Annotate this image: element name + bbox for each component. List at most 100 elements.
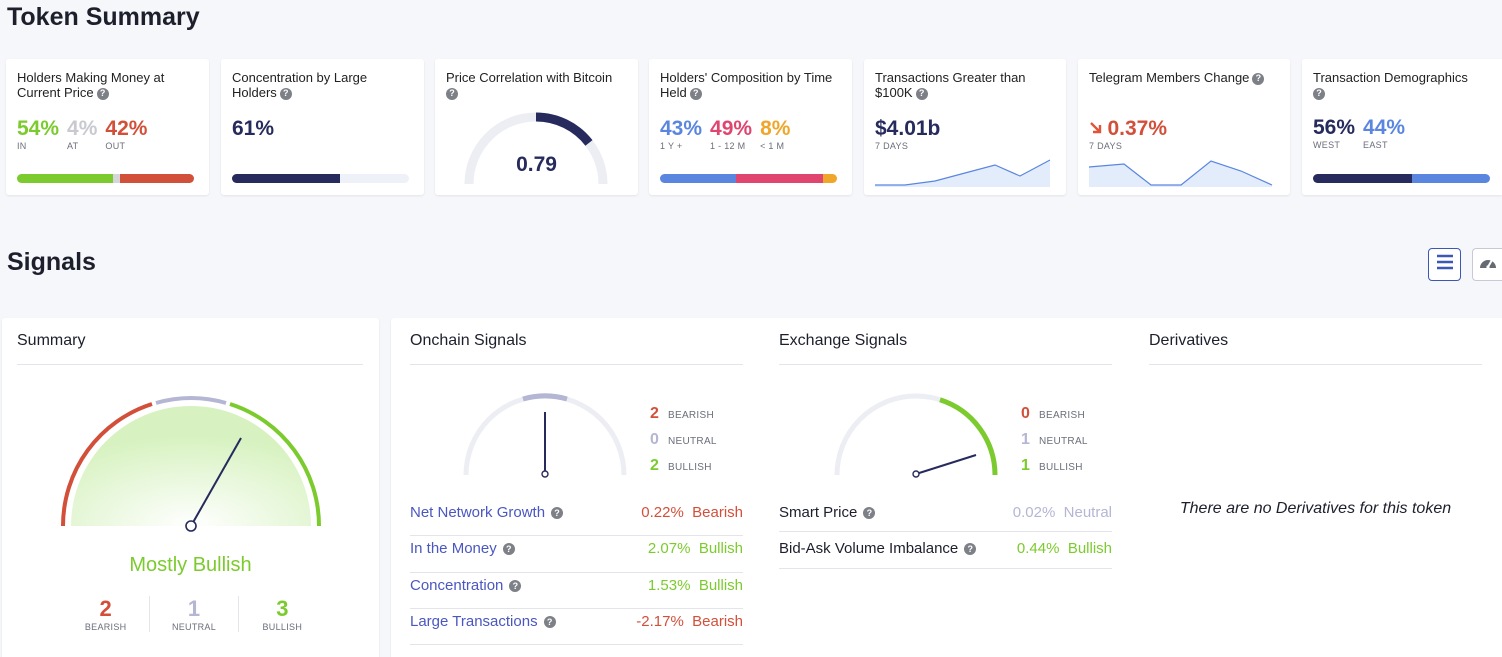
transactions-title: Transactions Greater than $100K xyxy=(875,70,1026,100)
telegram-title: Telegram Members Change xyxy=(1089,70,1250,85)
onchain-row: Concentration? 1.53% Bullish xyxy=(410,573,743,609)
question-icon[interactable]: ? xyxy=(96,87,109,100)
mid-term-label: 1 - 12 M xyxy=(710,141,746,151)
west-value: 56% xyxy=(1313,116,1356,139)
demographics-bar xyxy=(1313,174,1490,183)
exchange-gauge xyxy=(834,393,998,478)
summary-bearish-count: 2 xyxy=(99,596,112,621)
holders-money-card: Holders Making Money at Current Price? 5… xyxy=(6,59,209,195)
at-label: AT xyxy=(67,141,79,151)
holders-money-bar xyxy=(17,174,194,183)
transactions-sparkline xyxy=(875,159,1051,187)
question-icon[interactable]: ? xyxy=(502,543,515,556)
summary-panel: Summary Mostly Bullish 2 BEARISH 1 NEUTR… xyxy=(2,318,379,657)
correlation-card: Price Correlation with Bitcoin? 0.79 xyxy=(435,59,638,195)
onchain-neutral-count: 0 xyxy=(650,431,659,448)
east-value: 44% xyxy=(1363,116,1406,139)
in-the-money-signal: Bullish xyxy=(698,540,743,557)
bid-ask-signal: Bullish xyxy=(1067,540,1112,557)
bid-ask-label: Bid-Ask Volume Imbalance xyxy=(779,540,959,557)
summary-verdict: Mostly Bullish xyxy=(129,554,252,576)
telegram-period: 7 DAYS xyxy=(1089,141,1123,151)
at-value: 4% xyxy=(67,117,98,140)
demographics-card: Transaction Demographics? 56% WEST 44% EAS… xyxy=(1302,59,1502,195)
question-icon[interactable]: ? xyxy=(446,87,458,100)
concentration-link[interactable]: Concentration xyxy=(410,577,504,594)
exchange-neutral-count: 1 xyxy=(1021,431,1030,448)
summary-gauge xyxy=(60,396,322,532)
onchain-title: Onchain Signals xyxy=(410,332,527,349)
in-label: IN xyxy=(17,141,27,151)
onchain-row: In the Money? 2.07% Bullish xyxy=(410,536,743,573)
question-icon[interactable]: ? xyxy=(689,87,702,100)
large-transactions-signal: Bearish xyxy=(692,613,743,630)
east-label: EAST xyxy=(1363,140,1388,150)
concentration-title: Concentration by Large Holders xyxy=(232,70,368,100)
question-icon[interactable]: ? xyxy=(551,507,564,520)
exchange-bullish-label: BULLISH xyxy=(1039,462,1083,473)
demographics-title: Transaction Demographics xyxy=(1313,70,1468,85)
telegram-value: 0.37% xyxy=(1107,117,1167,140)
out-value: 42% xyxy=(105,117,148,140)
bid-ask-pct: 0.44% xyxy=(1016,540,1060,557)
gauge-view-button[interactable] xyxy=(1472,248,1502,281)
onchain-bullish-count: 2 xyxy=(650,457,659,474)
question-icon[interactable]: ? xyxy=(1252,72,1265,85)
onchain-bearish-count: 2 xyxy=(650,405,659,422)
smart-price-label: Smart Price xyxy=(779,504,858,521)
exchange-bearish-count: 0 xyxy=(1021,405,1030,422)
onchain-bearish-label: BEARISH xyxy=(668,410,715,421)
summary-neutral-label: NEUTRAL xyxy=(171,622,217,632)
smart-price-pct: 0.02% xyxy=(1012,504,1056,521)
onchain-neutral-label: NEUTRAL xyxy=(668,436,717,447)
large-transactions-link[interactable]: Large Transactions xyxy=(410,613,538,630)
short-term-label: < 1 M xyxy=(760,141,785,151)
question-icon[interactable]: ? xyxy=(509,580,522,593)
summary-title: Summary xyxy=(17,332,86,349)
token-summary-heading: Token Summary xyxy=(7,3,200,31)
exchange-bullish-count: 1 xyxy=(1021,457,1030,474)
net-network-growth-link[interactable]: Net Network Growth xyxy=(410,504,546,521)
composition-card: Holders' Composition by Time Held? 43% 1 … xyxy=(649,59,852,195)
net-network-growth-pct: 0.22% xyxy=(641,504,684,521)
signals-panel: Onchain Signals 2 BEARISH 0 NEUTRAL 2 BULLI… xyxy=(391,318,1502,657)
short-term-value: 8% xyxy=(760,117,791,140)
onchain-gauge xyxy=(463,393,627,478)
transactions-period: 7 DAYS xyxy=(875,141,909,151)
onchain-row: Large Transactions? -2.17% Bearish xyxy=(410,609,743,645)
arrow-down-right-icon xyxy=(1089,121,1103,140)
exchange-neutral-label: NEUTRAL xyxy=(1039,436,1088,447)
concentration-pct: 1.53% xyxy=(647,577,691,594)
correlation-title: Price Correlation with Bitcoin xyxy=(446,70,613,85)
summary-bullish-count: 3 xyxy=(276,596,289,621)
derivatives-empty-message: There are no Derivatives for this token xyxy=(1179,500,1452,517)
summary-neutral-count: 1 xyxy=(187,596,201,621)
west-label: WEST xyxy=(1313,140,1341,150)
composition-title: Holders' Composition by Time Held xyxy=(660,70,833,100)
out-label: OUT xyxy=(105,141,126,151)
transactions-value: $4.01b xyxy=(875,117,941,140)
net-network-growth-signal: Bearish xyxy=(692,504,743,521)
list-view-button[interactable] xyxy=(1428,248,1461,281)
exchange-row: Smart Price? 0.02% Neutral xyxy=(779,500,1112,532)
question-icon[interactable]: ? xyxy=(915,87,928,100)
composition-bar xyxy=(660,174,837,183)
in-the-money-link[interactable]: In the Money xyxy=(410,540,497,557)
speedometer-icon xyxy=(1478,254,1498,275)
large-transactions-pct: -2.17% xyxy=(636,613,684,630)
correlation-gauge xyxy=(464,112,608,185)
concentration-signal: Bullish xyxy=(698,577,743,594)
question-icon[interactable]: ? xyxy=(863,507,876,520)
signals-heading: Signals xyxy=(7,248,96,276)
derivatives-title: Derivatives xyxy=(1149,332,1229,349)
concentration-bar xyxy=(232,174,409,183)
question-icon[interactable]: ? xyxy=(543,616,556,629)
telegram-card: Telegram Members Change? 0.37% 7 DAYS xyxy=(1078,59,1290,195)
question-icon[interactable]: ? xyxy=(279,87,292,100)
long-term-value: 43% xyxy=(660,117,703,140)
question-icon[interactable]: ? xyxy=(964,543,977,556)
telegram-sparkline xyxy=(1089,160,1273,187)
question-icon[interactable]: ? xyxy=(1313,87,1325,100)
holders-money-title: Holders Making Money at Current Price xyxy=(17,70,165,100)
onchain-row: Net Network Growth? 0.22% Bearish xyxy=(410,500,743,536)
